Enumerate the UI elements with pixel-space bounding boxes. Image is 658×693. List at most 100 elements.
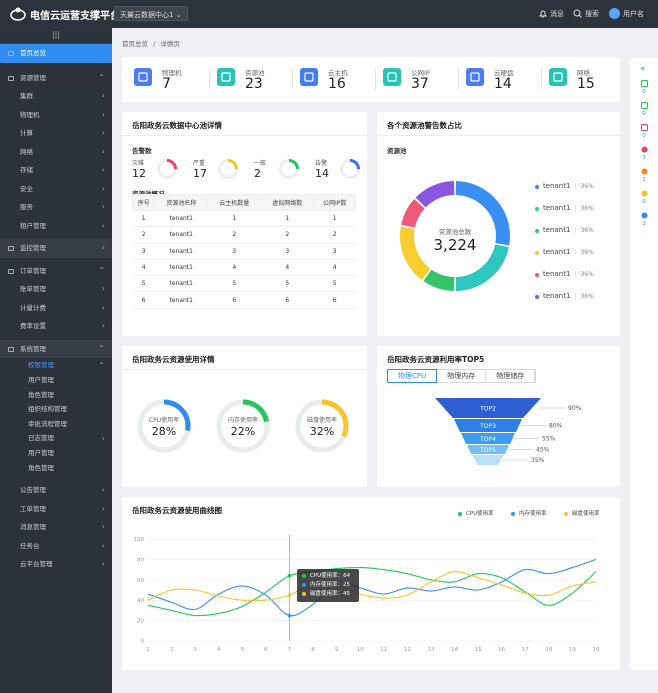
sidebar-item-label: 权限管理 (28, 361, 54, 369)
stat-atom[interactable]: 公网IP 37 (375, 57, 463, 102)
sidebar-subitem[interactable]: 租户管理 › (0, 217, 112, 236)
table-cell: 1 (207, 210, 261, 228)
funnel-level[interactable] (467, 445, 509, 454)
table-cell: 1 (132, 210, 155, 228)
legend-item[interactable]: CPU使用率 (458, 509, 494, 517)
sidebar-subitem[interactable]: 安全 › (0, 180, 112, 199)
messages-link[interactable]: 消息 (550, 10, 564, 18)
datacenter-select[interactable]: 天翼云数据中心1 ⌄ (114, 6, 188, 21)
sidebar-subitem[interactable]: 计量计费 › (0, 299, 112, 318)
user-name[interactable]: 用户名 (623, 10, 644, 18)
donut-slice[interactable] (455, 181, 510, 246)
table-row[interactable]: 2 tenant1 2 2 2 (132, 226, 356, 244)
breadcrumb-home[interactable]: 首页总览 (122, 40, 148, 48)
sidebar-item[interactable]: 公告管理 › (0, 481, 112, 500)
sidebar-item-label: 组织结构管理 (28, 405, 67, 413)
sidebar-subitem[interactable]: 角色管理 (0, 461, 112, 476)
stat-server[interactable]: 物理机 7 (134, 57, 214, 102)
funnel-level[interactable] (472, 455, 504, 465)
avatar[interactable] (609, 8, 620, 19)
x-tick-label: 4 (217, 647, 221, 653)
sidebar-subitem[interactable]: 网络 › (0, 143, 112, 162)
sidebar-item-monitor[interactable]: 监控管理 › (0, 239, 112, 258)
card-title: 岳阳政务云资源使用详情 (132, 355, 215, 364)
sidebar-subitem[interactable]: 集群 › (0, 87, 112, 106)
rail-status-icon[interactable] (640, 190, 648, 199)
search-link[interactable]: 搜索 (585, 10, 599, 18)
sidebar-collapse-icon[interactable]: ||| (0, 28, 112, 44)
legend-item[interactable]: 磁盘使用率 (564, 509, 600, 517)
table-row[interactable]: 5 tenant1 5 5 5 (132, 275, 356, 293)
sidebar-item[interactable]: 消息管理 › (0, 518, 112, 537)
sidebar-item-permission[interactable]: 权限管理 ⌃ (0, 358, 112, 373)
table-row[interactable]: 3 tenant1 3 3 3 (132, 243, 356, 260)
search-icon[interactable] (573, 9, 582, 18)
table-row[interactable]: 6 tenant1 6 6 6 (132, 291, 356, 309)
funnel-level[interactable] (435, 398, 541, 418)
table-row[interactable]: 1 tenant1 1 1 1 (132, 210, 356, 228)
stat-pool[interactable]: 资源池 23 (209, 57, 297, 102)
legend-item[interactable]: tenant1 | 36% (535, 292, 594, 300)
sidebar-subitem[interactable]: 费率设置 › (0, 317, 112, 336)
sidebar-subitem[interactable]: 计算 › (0, 124, 112, 143)
sidebar-subitem[interactable]: 角色管理 (0, 388, 112, 403)
sidebar-item-resource[interactable]: 资源管理 ⌃ (0, 69, 112, 88)
sidebar-item-label: 系统管理 (20, 344, 46, 353)
rail-status-icon[interactable] (640, 168, 648, 177)
tab-top5[interactable]: 物理内存 (437, 370, 487, 382)
bell-icon[interactable] (539, 9, 547, 18)
sidebar-item[interactable]: 任务台 › (0, 537, 112, 556)
donut-slice[interactable] (455, 244, 509, 291)
sidebar-subitem[interactable]: 审批流程管理 (0, 417, 112, 432)
tab-top5[interactable]: 物理CPU (387, 369, 438, 383)
table-row[interactable]: 4 tenant1 4 4 4 (132, 259, 356, 277)
chevron-right-icon: › (101, 522, 105, 531)
donut-slice[interactable] (401, 199, 425, 228)
double-chevron-left-icon[interactable]: « (640, 64, 646, 74)
stat-cloud[interactable]: 云主机 16 (292, 57, 380, 102)
sidebar-subitem[interactable]: 存储 › (0, 161, 112, 180)
tab-top5[interactable]: 物理储存 (486, 370, 536, 382)
legend-item[interactable]: tenant1 | 36% (535, 248, 594, 256)
donut-slice[interactable] (423, 269, 455, 291)
sidebar-item-system[interactable]: 系统管理 ⌃ (0, 339, 112, 358)
sidebar-subitem[interactable]: 组织结构管理 (0, 402, 112, 417)
legend-item[interactable]: tenant1 | 36% (535, 182, 594, 190)
rail-status-icon[interactable] (640, 212, 648, 221)
sidebar-subitem[interactable]: 用户管理 (0, 373, 112, 388)
stat-label: 资源池 (245, 69, 265, 77)
legend-item[interactable]: tenant1 | 36% (535, 204, 594, 212)
sidebar-item-order[interactable]: 订单管理 ⌃ (0, 262, 112, 281)
series-line[interactable] (147, 566, 597, 617)
rail-status-icon[interactable] (640, 146, 648, 155)
legend-item[interactable]: tenant1 | 36% (535, 226, 594, 234)
legend-item[interactable]: tenant1 | 36% (535, 270, 594, 278)
sidebar-item-label: 首页总览 (20, 49, 46, 57)
funnel-level[interactable] (454, 419, 522, 432)
stat-disk[interactable]: 云硬盘 14 (458, 57, 546, 102)
rail-status-icon[interactable] (640, 80, 648, 89)
series-line[interactable] (147, 571, 597, 602)
legend-item[interactable]: 内存使用率 (511, 509, 547, 517)
funnel-level[interactable] (461, 433, 515, 444)
globe-icon (549, 68, 567, 86)
chevron-right-icon: › (101, 302, 105, 312)
series-line[interactable] (147, 558, 597, 617)
sidebar-item-log[interactable]: 日志管理 › (0, 431, 112, 446)
legend-pct: 36% (580, 205, 594, 212)
table-cell: 2 (260, 226, 314, 244)
stat-globe[interactable]: 网络 15 (541, 57, 629, 102)
sidebar-item[interactable]: 云平台管理 › (0, 555, 112, 574)
donut-slice[interactable] (415, 181, 455, 208)
sidebar-item[interactable]: 工单管理 › (0, 500, 112, 519)
table-cell: 3 (260, 243, 314, 260)
sidebar-subitem[interactable]: 账单管理 › (0, 280, 112, 299)
sidebar-subitem[interactable]: 服务 › (0, 198, 112, 217)
donut-slice[interactable] (400, 226, 431, 280)
sidebar-item-home[interactable]: 首页总览 (0, 44, 112, 63)
sidebar-subitem[interactable]: 用户管理 (0, 446, 112, 461)
rail-status-icon[interactable] (640, 102, 648, 111)
table-cell: 5 (313, 275, 356, 293)
sidebar-subitem[interactable]: 物理机 › (0, 106, 112, 125)
rail-status-icon[interactable] (640, 124, 648, 133)
